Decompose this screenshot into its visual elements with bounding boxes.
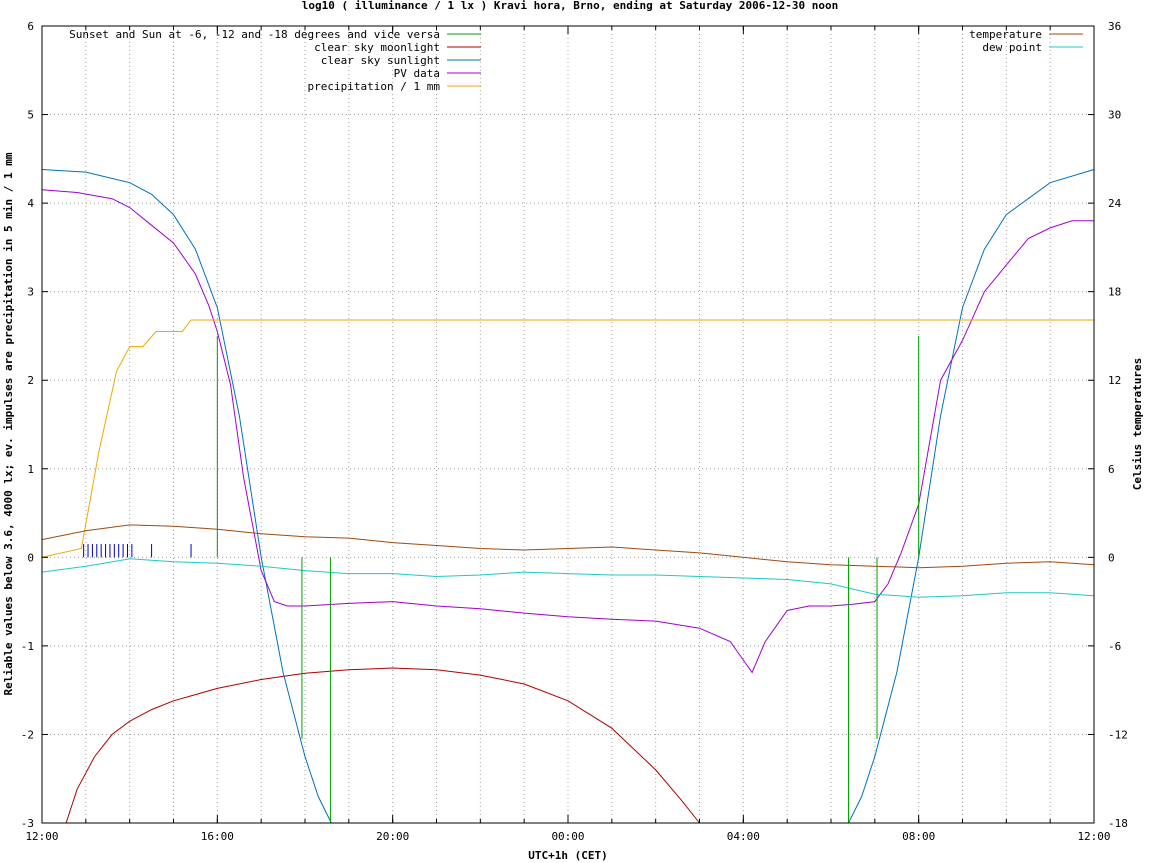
legend-label: temperature (969, 28, 1042, 41)
x-tick-label: 00:00 (551, 830, 584, 843)
x-tick-label: 16:00 (201, 830, 234, 843)
y2-axis-label: Celsius temperatures (1131, 358, 1144, 490)
y-tick-label: -1 (21, 640, 34, 653)
legend-label: dew point (982, 41, 1042, 54)
series-line-pv-data (41, 189, 1094, 674)
x-tick-label: 12:00 (1077, 830, 1110, 843)
y2-tick-label: 36 (1108, 20, 1121, 33)
y-tick-label: -3 (21, 817, 34, 830)
y-tick-label: 6 (27, 20, 34, 33)
y-tick-label: 5 (27, 109, 34, 122)
y-tick-label: 0 (27, 551, 34, 564)
legend-label: PV data (394, 67, 440, 80)
y-axis-label: Reliable values below 3.6, 4000 lx; ev. … (2, 152, 15, 695)
series-layer (41, 169, 1095, 824)
y2-tick-label: 30 (1108, 109, 1121, 122)
series-line-clear-sky-sunlight (41, 169, 1095, 824)
y2-tick-label: 24 (1108, 197, 1122, 210)
x-tick-label: 12:00 (25, 830, 58, 843)
y-tick-label: 4 (27, 197, 34, 210)
x-tick-label: 08:00 (902, 830, 935, 843)
y2-tick-label: -12 (1108, 728, 1128, 741)
series-line-clear-sky-moonlight (65, 667, 700, 824)
y2-tick-label: 12 (1108, 374, 1121, 387)
legend-label: clear sky sunlight (321, 54, 440, 67)
plot-frame (41, 25, 1095, 824)
legend-label: Sunset and Sun at -6, -12 and -18 degree… (69, 28, 440, 41)
y-tick-label: 3 (27, 286, 34, 299)
y-tick-label: 1 (27, 463, 34, 476)
x-tick-label: 04:00 (727, 830, 760, 843)
y2-tick-label: -18 (1108, 817, 1128, 830)
y-tick-label: 2 (27, 374, 34, 387)
grid (42, 26, 1094, 823)
y2-tick-label: -6 (1108, 640, 1121, 653)
y2-tick-label: 18 (1108, 286, 1121, 299)
x-tick-label: 20:00 (376, 830, 409, 843)
chart-title: log10 ( illuminance / 1 lx ) Kravi hora,… (302, 0, 838, 12)
series-line-precipitation-1-mm (41, 319, 1094, 558)
y-tick-label: -2 (21, 728, 34, 741)
y2-tick-label: 6 (1108, 463, 1115, 476)
legend: Sunset and Sun at -6, -12 and -18 degree… (69, 28, 1083, 93)
series-line-dew-point (41, 558, 1095, 598)
x-axis-label: UTC+1h (CET) (528, 849, 607, 862)
y2-tick-label: 0 (1108, 551, 1115, 564)
legend-label: clear sky moonlight (314, 41, 440, 54)
legend-label: precipitation / 1 mm (308, 80, 441, 93)
